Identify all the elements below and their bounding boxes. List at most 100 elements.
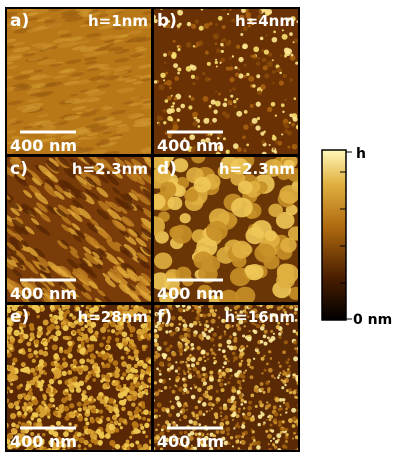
- surface-grain: [173, 421, 176, 424]
- surface-grain: [49, 317, 55, 322]
- surface-grain: [103, 169, 111, 177]
- surface-grain: [294, 389, 297, 392]
- surface-grain: [114, 157, 126, 168]
- surface-grain: [100, 362, 105, 366]
- surface-grain: [87, 371, 92, 375]
- surface-grain: [278, 364, 282, 368]
- panel-label: a): [10, 11, 29, 31]
- surface-grain: [170, 315, 176, 321]
- surface-grain: [135, 381, 141, 387]
- surface-grain: [253, 330, 258, 334]
- surface-grain: [230, 407, 235, 411]
- surface-grain: [238, 73, 244, 79]
- surface-grain: [229, 77, 235, 83]
- surface-grain: [206, 386, 211, 391]
- surface-grain: [177, 316, 183, 321]
- surface-grain: [295, 61, 299, 65]
- surface-grain: [27, 83, 47, 89]
- surface-grain: [261, 324, 265, 328]
- surface-grain: [232, 332, 237, 337]
- panel-label: f): [157, 307, 172, 327]
- surface-grain: [219, 61, 222, 64]
- surface-grain: [79, 358, 86, 365]
- surface-grain: [199, 323, 202, 326]
- surface-grain: [6, 257, 14, 270]
- surface-grain: [242, 43, 248, 50]
- surface-grain: [293, 311, 298, 315]
- surface-grain: [98, 14, 109, 18]
- surface-grain: [22, 280, 36, 292]
- surface-grain: [35, 92, 51, 98]
- surface-grain: [279, 185, 299, 204]
- surface-grain: [86, 304, 91, 309]
- surface-grain: [99, 34, 118, 40]
- surface-grain: [81, 394, 88, 401]
- surface-grain: [281, 386, 285, 390]
- surface-grain: [120, 376, 124, 380]
- surface-grain: [228, 39, 232, 43]
- surface-grain: [9, 337, 16, 343]
- surface-grain: [242, 309, 247, 313]
- surface-grain: [243, 124, 249, 130]
- surface-grain: [33, 207, 43, 215]
- surface-grain: [46, 22, 62, 28]
- surface-grain: [109, 201, 122, 212]
- surface-grain: [6, 86, 17, 93]
- surface-grain: [75, 79, 92, 85]
- surface-grain: [218, 369, 221, 373]
- surface-grain: [276, 271, 295, 289]
- surface-grain: [88, 236, 100, 247]
- surface-grain: [98, 138, 110, 142]
- surface-grain: [194, 405, 199, 410]
- surface-grain: [228, 335, 233, 339]
- surface-grain: [182, 323, 188, 329]
- surface-grain: [43, 75, 54, 79]
- surface-grain: [58, 315, 64, 321]
- surface-grain: [205, 352, 210, 356]
- surface-grain: [58, 310, 64, 316]
- surface-grain: [77, 319, 84, 326]
- surface-grain: [135, 314, 140, 319]
- surface-grain: [211, 403, 215, 407]
- surface-grain: [104, 67, 115, 71]
- surface-grain: [79, 46, 99, 53]
- surface-grain: [131, 343, 136, 347]
- surface-grain: [225, 66, 230, 71]
- surface-grain: [212, 434, 215, 437]
- surface-grain: [28, 74, 48, 81]
- surface-grain: [187, 335, 191, 338]
- surface-grain: [267, 52, 273, 57]
- surface-grain: [235, 286, 256, 303]
- surface-grain: [239, 347, 242, 350]
- surface-grain: [137, 388, 142, 393]
- surface-grain: [239, 14, 245, 21]
- surface-grain: [87, 397, 92, 402]
- surface-grain: [49, 313, 53, 318]
- surface-grain: [182, 383, 188, 388]
- surface-grain: [114, 428, 120, 433]
- surface-grain: [56, 436, 62, 442]
- surface-grain: [250, 416, 256, 422]
- surface-grain: [85, 236, 97, 247]
- surface-grain: [127, 373, 133, 379]
- surface-grain: [251, 321, 255, 325]
- surface-grain: [67, 393, 72, 398]
- surface-grain: [274, 140, 279, 144]
- surface-grain: [23, 411, 28, 416]
- surface-grain: [89, 358, 95, 365]
- surface-grain: [129, 442, 135, 448]
- surface-grain: [44, 182, 54, 191]
- surface-grain: [187, 364, 191, 368]
- surface-grain: [129, 435, 133, 439]
- surface-grain: [96, 395, 103, 401]
- surface-grain: [139, 74, 152, 80]
- surface-grain: [21, 106, 41, 113]
- surface-grain: [293, 38, 299, 44]
- surface-grain: [128, 385, 135, 392]
- surface-grain: [288, 364, 291, 368]
- surface-grain: [238, 362, 243, 366]
- surface-grain: [20, 296, 29, 303]
- surface-grain: [104, 433, 111, 439]
- surface-grain: [169, 226, 184, 239]
- surface-grain: [133, 121, 152, 127]
